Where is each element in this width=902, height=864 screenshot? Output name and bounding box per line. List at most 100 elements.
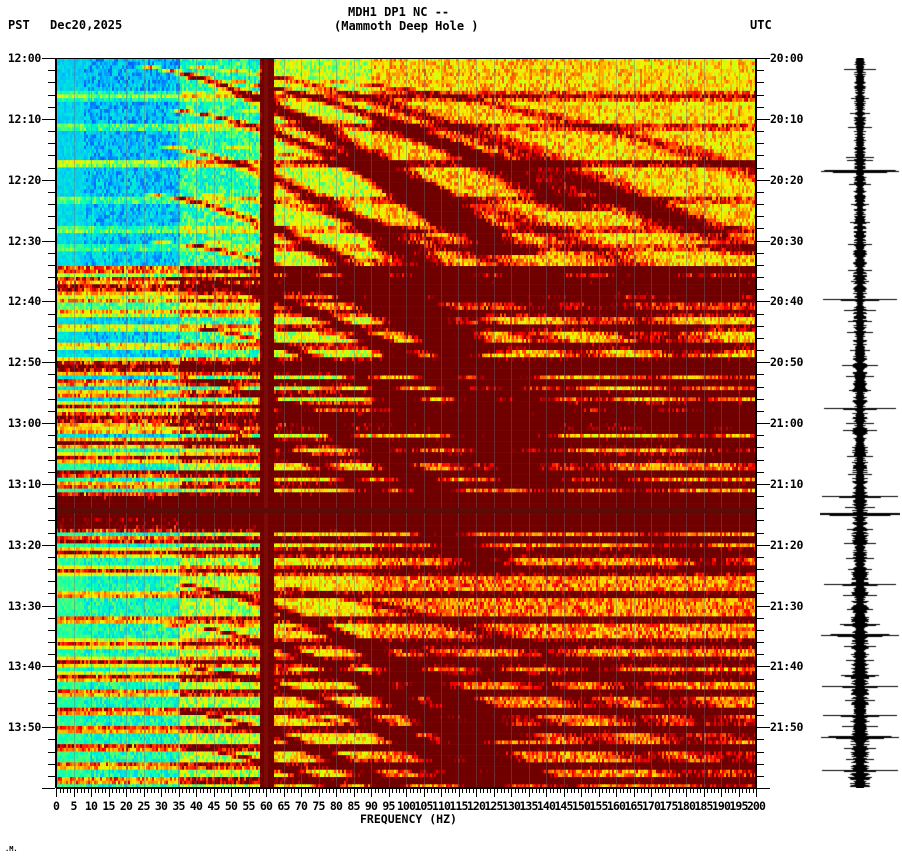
tick-frequency bbox=[301, 788, 302, 797]
frequency-label: 190 bbox=[711, 799, 731, 813]
tick-frequency bbox=[147, 788, 148, 793]
tick-left bbox=[48, 264, 55, 266]
tick-frequency bbox=[381, 788, 383, 793]
tick-frequency bbox=[689, 788, 691, 793]
seismogram-canvas[interactable] bbox=[820, 58, 900, 788]
tick-frequency bbox=[402, 788, 404, 793]
tick-frequency bbox=[717, 788, 719, 793]
spectrogram-plot[interactable] bbox=[56, 58, 756, 788]
tick-left bbox=[48, 252, 55, 254]
tick-frequency bbox=[325, 788, 327, 793]
frequency-label: 0 bbox=[52, 799, 60, 813]
tick-frequency bbox=[112, 788, 113, 793]
time-label-utc: 20:50 bbox=[770, 355, 804, 370]
tick-frequency bbox=[213, 788, 215, 797]
tick-right bbox=[757, 605, 770, 607]
tick-frequency bbox=[399, 788, 400, 793]
tick-frequency bbox=[280, 788, 281, 793]
tick-frequency bbox=[238, 788, 239, 793]
tick-left bbox=[48, 715, 55, 716]
tick-frequency bbox=[105, 788, 106, 793]
tick-left bbox=[48, 191, 55, 193]
tick-frequency bbox=[77, 788, 78, 793]
tick-frequency bbox=[227, 788, 229, 793]
tick-frequency bbox=[392, 788, 393, 793]
tick-frequency bbox=[252, 788, 253, 793]
axis-line-right bbox=[756, 58, 757, 788]
tick-frequency bbox=[199, 788, 201, 793]
tick-frequency bbox=[140, 788, 141, 793]
tick-right bbox=[757, 228, 764, 230]
tick-frequency bbox=[388, 788, 390, 797]
tick-right bbox=[757, 191, 764, 193]
frequency-label: 80 bbox=[329, 799, 343, 813]
tick-frequency bbox=[661, 788, 663, 793]
tick-right bbox=[757, 155, 764, 157]
tick-frequency bbox=[486, 788, 488, 793]
tick-frequency bbox=[588, 788, 589, 793]
tick-frequency bbox=[616, 788, 617, 797]
tick-frequency bbox=[570, 788, 572, 793]
time-label-pst: 12:20 bbox=[7, 172, 41, 187]
tick-frequency bbox=[710, 788, 712, 793]
tick-frequency bbox=[210, 788, 211, 793]
tick-frequency bbox=[644, 788, 645, 793]
frequency-label: 185 bbox=[694, 799, 713, 813]
frequency-label: 160 bbox=[606, 799, 626, 813]
frequency-label: 155 bbox=[589, 799, 608, 813]
tick-frequency bbox=[196, 788, 197, 797]
tick-frequency bbox=[437, 788, 439, 793]
seismogram-panel[interactable] bbox=[820, 58, 900, 788]
tick-frequency bbox=[483, 788, 484, 793]
tick-left bbox=[48, 642, 55, 643]
tick-right bbox=[757, 556, 764, 558]
time-label-utc: 20:20 bbox=[770, 172, 804, 187]
tick-frequency bbox=[567, 788, 568, 793]
tick-frequency bbox=[563, 788, 565, 797]
tick-frequency bbox=[493, 788, 495, 797]
tick-frequency bbox=[409, 788, 411, 793]
tick-frequency bbox=[175, 788, 176, 793]
tick-left bbox=[48, 398, 55, 400]
tick-frequency bbox=[115, 788, 117, 793]
frequency-label: 105 bbox=[414, 799, 433, 813]
frequency-label: 60 bbox=[259, 799, 273, 813]
tick-right bbox=[757, 216, 764, 218]
tick-left bbox=[48, 143, 55, 145]
tick-frequency bbox=[598, 788, 600, 797]
time-label-pst: 13:30 bbox=[7, 598, 41, 613]
tick-frequency bbox=[490, 788, 491, 793]
tick-frequency bbox=[332, 788, 334, 793]
tick-frequency bbox=[154, 788, 155, 793]
frequency-label: 85 bbox=[347, 799, 360, 813]
tick-frequency bbox=[640, 788, 642, 793]
tick-left bbox=[48, 520, 55, 522]
tick-left bbox=[48, 313, 55, 315]
tick-left bbox=[48, 459, 55, 461]
tick-frequency bbox=[84, 788, 85, 793]
tick-frequency bbox=[203, 788, 204, 793]
spectrogram-canvas[interactable] bbox=[56, 58, 756, 788]
tick-frequency bbox=[329, 788, 330, 793]
tick-left bbox=[42, 58, 55, 59]
tick-right bbox=[757, 788, 770, 789]
tick-frequency bbox=[385, 788, 386, 793]
frequency-label: 195 bbox=[729, 799, 748, 813]
frequency-label: 35 bbox=[172, 799, 185, 813]
time-label-utc: 21:10 bbox=[770, 476, 804, 491]
tick-frequency bbox=[651, 788, 652, 797]
axis-line-left bbox=[55, 58, 56, 788]
tick-right bbox=[757, 350, 764, 351]
tick-right bbox=[757, 690, 764, 692]
frequency-label: 65 bbox=[277, 799, 290, 813]
tick-left bbox=[42, 240, 55, 242]
tick-frequency bbox=[707, 788, 708, 793]
tick-frequency bbox=[427, 788, 428, 793]
tick-frequency bbox=[234, 788, 236, 793]
tick-right bbox=[757, 629, 764, 631]
tick-left bbox=[48, 289, 55, 291]
tick-frequency bbox=[343, 788, 344, 793]
tick-frequency bbox=[574, 788, 575, 793]
tick-frequency bbox=[346, 788, 348, 793]
tick-frequency bbox=[521, 788, 523, 793]
